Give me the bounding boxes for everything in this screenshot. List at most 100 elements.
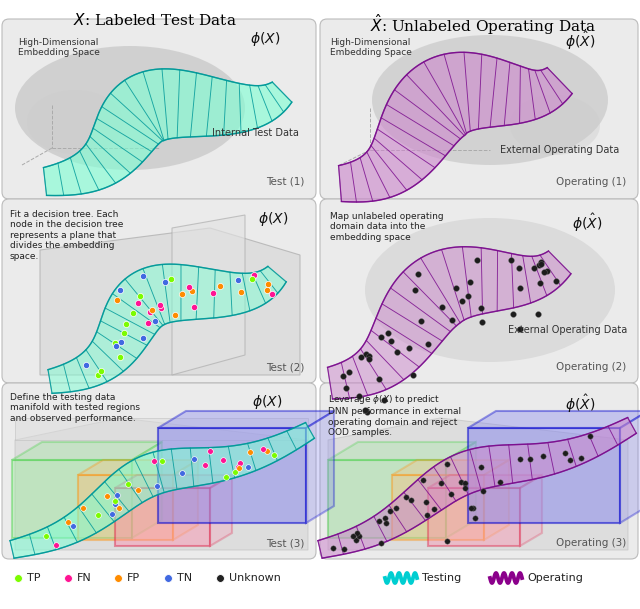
Point	[63, 573, 73, 583]
Polygon shape	[78, 460, 198, 475]
Text: Operating: Operating	[527, 573, 583, 583]
Text: External Operating Data: External Operating Data	[508, 325, 627, 335]
Point	[352, 528, 362, 538]
Point	[515, 325, 525, 334]
Text: $\hat{\mathit{X}}$: Unlabeled Operating Data: $\hat{\mathit{X}}$: Unlabeled Operating …	[370, 12, 596, 37]
Point	[114, 503, 124, 513]
Point	[170, 311, 180, 320]
Point	[262, 446, 273, 456]
Polygon shape	[210, 475, 232, 546]
Point	[418, 476, 428, 485]
Point	[221, 472, 231, 482]
Point	[451, 283, 461, 293]
Polygon shape	[620, 411, 640, 523]
Text: External Operating Data: External Operating Data	[500, 145, 620, 155]
Point	[263, 279, 273, 289]
Point	[421, 498, 431, 507]
Point	[339, 544, 349, 554]
Point	[51, 540, 61, 550]
Point	[121, 319, 131, 329]
Point	[463, 291, 473, 301]
Point	[506, 255, 516, 265]
Ellipse shape	[15, 46, 245, 170]
Point	[360, 349, 371, 359]
Point	[362, 407, 372, 417]
Point	[390, 503, 401, 513]
Point	[93, 370, 103, 380]
Point	[257, 445, 268, 454]
Text: Leverage $\phi(X)$ to predict
DNN performance in external
operating domain and r: Leverage $\phi(X)$ to predict DNN perfor…	[328, 393, 461, 437]
Point	[112, 295, 122, 304]
Point	[416, 316, 426, 326]
Point	[157, 456, 167, 466]
Polygon shape	[158, 411, 334, 428]
Point	[233, 462, 243, 472]
Point	[215, 281, 225, 291]
Text: FN: FN	[77, 573, 92, 583]
Ellipse shape	[510, 95, 600, 155]
Point	[460, 479, 470, 488]
Point	[374, 374, 385, 384]
Point	[410, 285, 420, 295]
Point	[234, 463, 244, 473]
Polygon shape	[115, 475, 232, 488]
Polygon shape	[392, 475, 484, 540]
Polygon shape	[132, 442, 162, 538]
Point	[161, 277, 171, 287]
Point	[267, 290, 277, 300]
Polygon shape	[318, 418, 636, 558]
Point	[108, 509, 118, 519]
Point	[110, 339, 120, 348]
Point	[269, 450, 279, 460]
FancyBboxPatch shape	[2, 19, 316, 199]
Point	[177, 468, 187, 478]
Point	[184, 282, 194, 292]
Polygon shape	[392, 460, 509, 475]
Point	[152, 482, 163, 491]
Polygon shape	[339, 52, 572, 202]
Point	[468, 503, 479, 513]
Point	[115, 284, 125, 294]
Point	[155, 300, 165, 310]
Text: $\phi(X)$: $\phi(X)$	[252, 393, 282, 411]
Point	[134, 291, 145, 301]
Text: TP: TP	[27, 573, 40, 583]
Text: Operating (3): Operating (3)	[556, 538, 626, 548]
Point	[472, 256, 483, 266]
Polygon shape	[173, 460, 198, 540]
Point	[442, 536, 452, 546]
Point	[235, 458, 245, 468]
Point	[133, 485, 143, 495]
Point	[535, 278, 545, 287]
Point	[447, 315, 457, 325]
Point	[67, 521, 77, 531]
Point	[344, 368, 354, 378]
Text: $\phi(\hat{X})$: $\phi(\hat{X})$	[565, 30, 595, 52]
Point	[246, 274, 257, 284]
FancyBboxPatch shape	[320, 199, 638, 383]
Point	[466, 504, 476, 513]
Point	[63, 518, 73, 527]
Text: Operating (1): Operating (1)	[556, 177, 626, 187]
Text: Fit a decision tree. Each
node in the decision tree
represents a plane that
divi: Fit a decision tree. Each node in the de…	[10, 210, 124, 261]
Text: High-Dimensional
Embedding Space: High-Dimensional Embedding Space	[330, 38, 412, 57]
Point	[145, 308, 156, 317]
Point	[515, 283, 525, 293]
Polygon shape	[15, 418, 308, 440]
Polygon shape	[328, 460, 446, 538]
Point	[354, 530, 364, 540]
Point	[81, 361, 91, 370]
Point	[328, 543, 338, 552]
Point	[560, 448, 570, 458]
Point	[406, 495, 416, 505]
Point	[189, 454, 200, 463]
Point	[143, 319, 154, 328]
Point	[476, 462, 486, 472]
Polygon shape	[158, 428, 306, 523]
Polygon shape	[44, 69, 292, 195]
Text: $\phi(X)$: $\phi(X)$	[258, 210, 288, 228]
Point	[575, 453, 586, 463]
Point	[376, 538, 386, 547]
Polygon shape	[328, 442, 476, 460]
Point	[465, 277, 475, 287]
